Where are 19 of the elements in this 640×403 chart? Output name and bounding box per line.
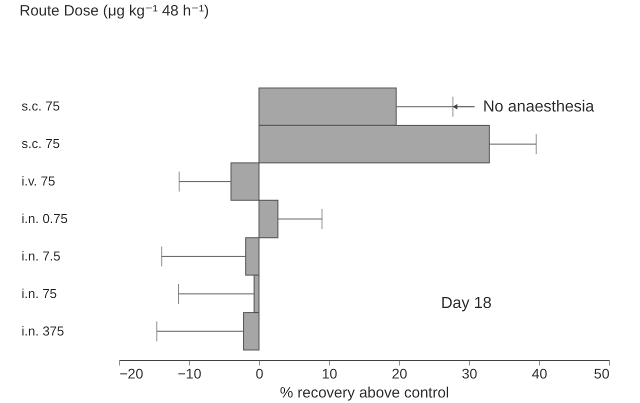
- x-tick-label: 40: [532, 366, 548, 382]
- x-tick-label: 20: [392, 366, 408, 382]
- y-tick-label: i.n. 75: [22, 286, 57, 301]
- x-tick-label: −20: [120, 366, 144, 382]
- annotation: No anaesthesia: [483, 98, 594, 116]
- y-tick-label: i.n. 0.75: [22, 211, 68, 226]
- y-tick-label: s.c. 75: [22, 98, 60, 114]
- annotation: Day 18: [441, 295, 492, 312]
- x-tick-label: 10: [322, 366, 338, 382]
- x-tick-label: 50: [594, 366, 610, 382]
- y-tick-label: i.n. 7.5: [22, 248, 61, 264]
- y-tick-label: s.c. 75: [22, 136, 60, 152]
- x-axis-title: % recovery above control: [280, 384, 450, 402]
- x-tick-label: −10: [178, 366, 202, 382]
- y-axis-title: Route Dose (μg kg⁻¹ 48 h⁻¹): [20, 2, 210, 20]
- x-tick-label: 0: [256, 366, 264, 382]
- y-tick-label: i.v. 75: [22, 174, 56, 189]
- x-tick-label: 30: [462, 366, 478, 382]
- y-tick-label: i.n. 375: [22, 323, 64, 338]
